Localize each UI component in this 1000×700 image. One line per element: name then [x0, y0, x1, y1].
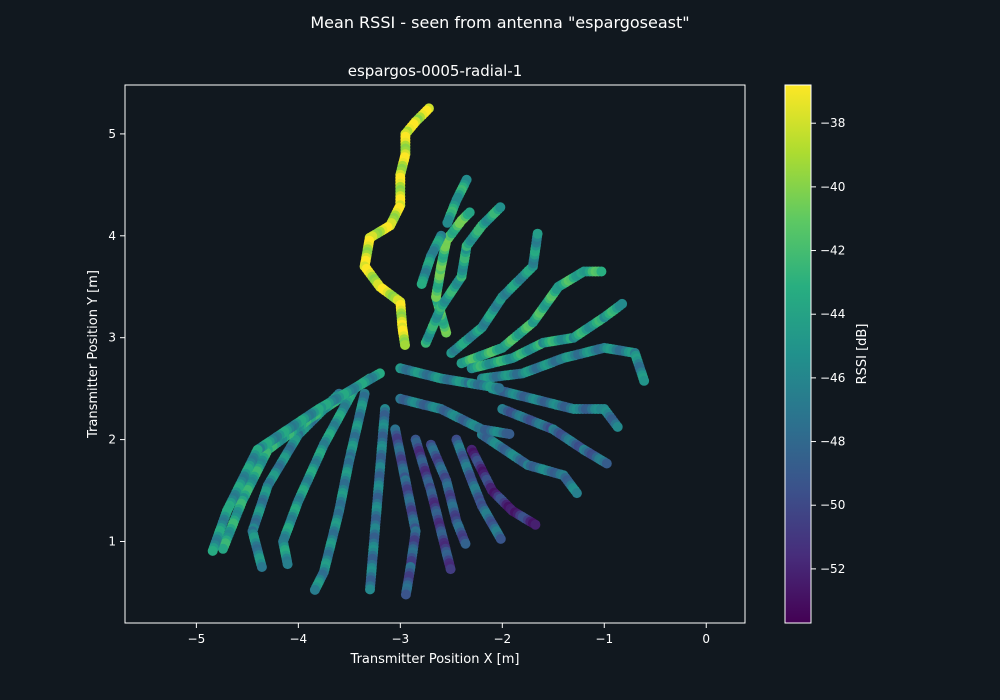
scatter-point: [612, 421, 623, 432]
x-tick-label: −1: [595, 632, 613, 646]
trajectory-15: [390, 424, 421, 600]
colorbar-tick-label: −52: [820, 562, 845, 576]
colorbar-tick-label: −46: [820, 371, 845, 385]
trajectory-25: [416, 230, 447, 289]
y-axis-label: Transmitter Position Y [m]: [86, 270, 101, 439]
scatter-point: [530, 519, 541, 530]
trajectory-14: [410, 434, 456, 575]
x-tick-label: −3: [391, 632, 409, 646]
y-tick-label: 2: [108, 433, 116, 447]
trajectory-9: [497, 404, 612, 469]
scatter-point: [532, 228, 543, 239]
scatter-point: [460, 538, 471, 549]
trajectory-11: [466, 444, 541, 530]
trajectory-7: [476, 342, 650, 386]
scatter-point: [400, 340, 410, 350]
colorbar-tick-label: −40: [820, 180, 845, 194]
y-tick-label: 4: [108, 229, 116, 243]
trajectory-5: [456, 266, 607, 369]
scatter-point: [504, 429, 515, 439]
y-axis-ticks: 1 2 3 4 5: [108, 127, 125, 548]
scatter-point: [639, 375, 650, 386]
x-tick-label: −4: [290, 632, 308, 646]
x-tick-label: −2: [493, 632, 511, 646]
scatter-point: [218, 543, 228, 554]
x-axis-ticks: −5 −4 −3 −2 −1 0: [188, 623, 710, 646]
scatter-point: [596, 266, 607, 277]
trajectory-18: [278, 383, 360, 570]
trajectory-12: [451, 434, 506, 544]
y-tick-label: 5: [108, 127, 116, 141]
trajectory-3: [420, 202, 506, 348]
colorbar-tick-label: −48: [820, 435, 845, 449]
colorbar-tick-label: −42: [820, 244, 845, 258]
scatter-point: [256, 562, 267, 572]
trajectory-6: [466, 298, 628, 374]
scatter-plot-area: [207, 103, 650, 600]
colorbar-tick-label: −38: [820, 116, 845, 130]
axes-title: espargos-0005-radial-1: [348, 62, 523, 80]
scatter-point: [416, 279, 427, 289]
x-tick-label: −5: [188, 632, 206, 646]
y-tick-label: 1: [108, 534, 116, 548]
colorbar-label: RSSI [dB]: [855, 324, 870, 385]
colorbar: [784, 84, 812, 624]
scatter-point: [445, 564, 456, 575]
scatter-point: [494, 383, 505, 394]
scatter-point: [464, 207, 475, 218]
scatter-point: [442, 217, 453, 228]
scatter-point: [617, 298, 628, 309]
scatter-point: [282, 559, 293, 570]
trajectory-4: [446, 228, 543, 358]
scatter-point: [571, 488, 582, 499]
x-tick-label: 0: [702, 632, 710, 646]
x-axis-label: Transmitter Position X [m]: [350, 652, 520, 667]
scatter-point: [601, 458, 612, 469]
scatter-point: [495, 202, 506, 213]
scatter-point: [365, 584, 375, 595]
scatter-point: [495, 533, 506, 544]
colorbar-tick-label: −50: [820, 498, 845, 512]
scatter-point: [207, 545, 218, 556]
trajectory-16: [365, 404, 390, 595]
axes-frame: [124, 84, 746, 624]
colorbar-tick-label: −44: [820, 307, 845, 321]
trajectory-1: [359, 103, 434, 350]
trajectory-23: [395, 393, 515, 439]
trajectory-17: [309, 388, 370, 595]
y-tick-label: 3: [108, 331, 116, 345]
scatter-point: [309, 584, 320, 595]
figure-suptitle: Mean RSSI - seen from antenna "espargose…: [310, 13, 689, 32]
colorbar-ticks: −38 −40 −42 −44 −46 −48 −50 −52: [811, 116, 845, 576]
scatter-point: [400, 589, 411, 600]
trajectory-24: [442, 174, 472, 228]
trajectory-13: [425, 439, 471, 549]
trajectory-22: [395, 363, 505, 394]
trajectory-21: [207, 368, 385, 556]
